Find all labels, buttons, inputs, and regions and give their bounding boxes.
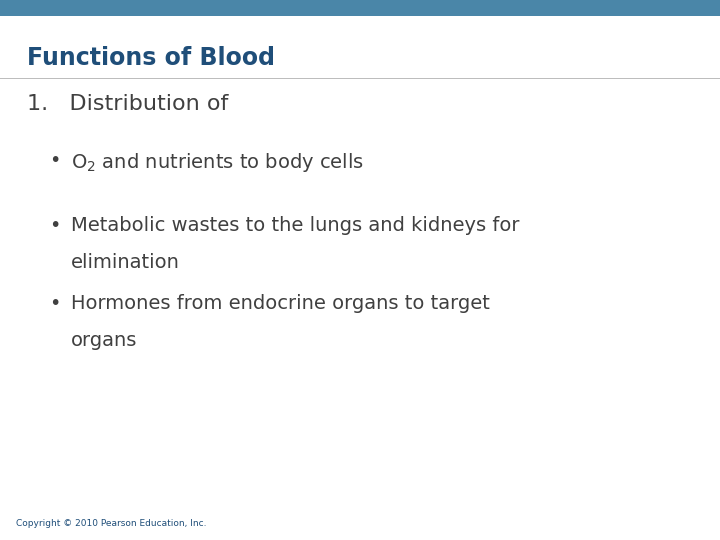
Text: •: • [49, 216, 60, 235]
Text: 1.   Distribution of: 1. Distribution of [27, 94, 229, 114]
Text: Copyright © 2010 Pearson Education, Inc.: Copyright © 2010 Pearson Education, Inc. [16, 519, 207, 528]
Text: Hormones from endocrine organs to target: Hormones from endocrine organs to target [71, 294, 490, 313]
Text: •: • [49, 294, 60, 313]
Text: O$_2$ and nutrients to body cells: O$_2$ and nutrients to body cells [71, 151, 364, 174]
Text: Metabolic wastes to the lungs and kidneys for: Metabolic wastes to the lungs and kidney… [71, 216, 519, 235]
Text: organs: organs [71, 331, 137, 350]
FancyBboxPatch shape [0, 0, 720, 16]
Text: Functions of Blood: Functions of Blood [27, 46, 275, 70]
Text: •: • [49, 151, 60, 170]
Text: elimination: elimination [71, 253, 179, 272]
